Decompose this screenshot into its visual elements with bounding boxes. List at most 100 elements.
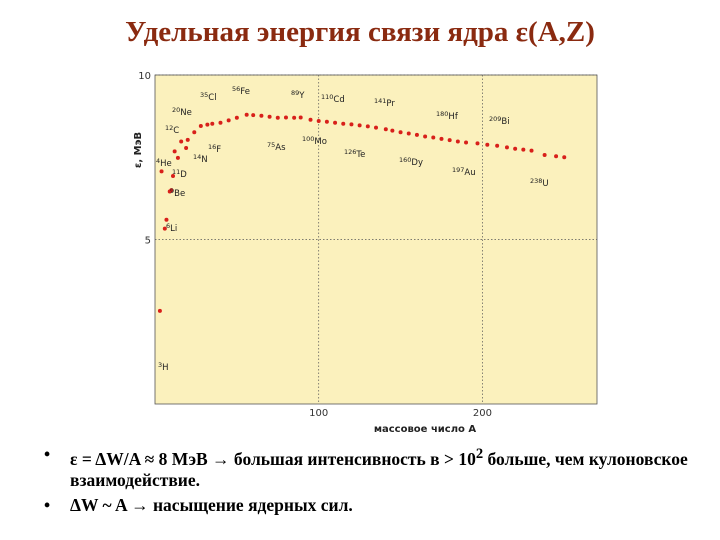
chart: 5 10 100 200 массовое число А ε, МэВ 3H 6Li 9Be 1… <box>133 71 598 435</box>
isotope-label: 20Ne <box>172 106 192 118</box>
isotope-mass: 11 <box>172 168 180 176</box>
x-tick-label: 100 <box>309 408 328 419</box>
isotope-mass: 14 <box>193 153 201 161</box>
data-point <box>159 169 164 174</box>
data-point <box>513 146 518 151</box>
data-point <box>439 136 444 141</box>
isotope-symbol: C <box>173 126 179 136</box>
isotope-symbol: Ne <box>180 108 192 118</box>
data-point <box>414 132 419 137</box>
bullet: ε = ΔW/A ≈ 8 МэВ → большая интенсивность… <box>40 444 700 491</box>
isotope-mass: 141 <box>374 97 386 105</box>
isotope-mass: 197 <box>452 166 464 174</box>
data-point <box>529 148 534 153</box>
bullet-text: больше, чем кулоновское взаимодействие. <box>70 448 688 490</box>
data-point <box>267 114 272 119</box>
data-point <box>218 120 223 125</box>
isotope-mass: 180 <box>436 110 448 118</box>
data-point <box>298 115 303 120</box>
data-point <box>172 149 177 154</box>
isotope-symbol: Au <box>464 168 475 178</box>
isotope-symbol: Be <box>174 189 185 199</box>
isotope-symbol: Cd <box>333 95 344 105</box>
data-point <box>383 127 388 132</box>
data-point <box>184 146 189 151</box>
isotope-symbol: Y <box>298 91 305 101</box>
isotope-mass: 110 <box>321 93 333 101</box>
data-point <box>398 130 403 135</box>
data-point <box>495 143 500 148</box>
isotope-label: 89Y <box>291 89 305 101</box>
isotope-symbol: U <box>542 179 548 189</box>
isotope-symbol: He <box>160 159 172 169</box>
data-point <box>171 174 176 179</box>
data-point <box>562 155 567 160</box>
data-point <box>341 121 346 126</box>
y-tick-label: 10 <box>138 71 151 82</box>
data-point <box>275 115 280 120</box>
slide-title: Удельная энергия связи ядра ε(A,Z) <box>125 16 595 48</box>
isotope-mass: 12 <box>165 124 173 132</box>
bullet-text: ΔW ~ A → насыщение ядерных сил. <box>70 494 353 515</box>
data-point <box>333 120 338 125</box>
data-point <box>234 115 239 120</box>
isotope-mass: 3 <box>158 361 162 369</box>
data-point <box>464 140 469 145</box>
isotope-label: 238U <box>530 177 549 189</box>
isotope-label: 14N <box>193 153 208 165</box>
isotope-mass: 56 <box>232 85 240 93</box>
isotope-symbol: N <box>201 155 207 165</box>
isotope-label: 209Bi <box>489 115 510 127</box>
data-point <box>205 122 210 127</box>
data-point <box>504 145 509 150</box>
data-point <box>316 119 321 124</box>
data-point <box>324 119 329 124</box>
data-point <box>179 139 184 144</box>
data-point <box>349 122 354 127</box>
data-point <box>455 139 460 144</box>
isotope-label: 3H <box>158 361 169 373</box>
isotope-mass: 238 <box>530 177 542 185</box>
isotope-symbol: Dy <box>411 158 423 168</box>
data-point <box>244 112 249 117</box>
data-point <box>423 134 428 139</box>
isotope-label: 141Pr <box>374 97 395 109</box>
isotope-symbol: Mo <box>314 137 327 147</box>
data-point <box>431 135 436 140</box>
isotope-symbol: Li <box>170 224 177 234</box>
isotope-label: 100Mo <box>302 135 327 147</box>
isotope-mass: 89 <box>291 89 299 97</box>
isotope-mass: 16 <box>208 143 216 151</box>
isotope-mass: 9 <box>170 187 174 195</box>
isotope-symbol: Bi <box>501 117 509 127</box>
data-point <box>198 123 203 128</box>
isotope-symbol: Fe <box>240 87 250 97</box>
bullet-list: ε = ΔW/A ≈ 8 МэВ → большая интенсивность… <box>40 444 700 520</box>
data-point <box>169 188 174 193</box>
isotope-mass: 6 <box>166 222 170 230</box>
data-point <box>157 308 162 313</box>
isotope-label: 180Hf <box>436 110 459 122</box>
y-tick-label: 5 <box>145 236 151 247</box>
isotope-symbol: F <box>216 145 221 155</box>
isotope-label: 16F <box>208 143 221 155</box>
data-point <box>447 138 452 143</box>
isotope-label: 12C <box>165 124 179 136</box>
data-point <box>475 141 480 146</box>
data-point <box>259 113 264 118</box>
data-point <box>226 118 231 123</box>
x-tick-label: 200 <box>473 408 492 419</box>
isotope-symbol: Te <box>355 150 365 160</box>
x-axis-label: массовое число А <box>374 424 477 435</box>
bullet-text: ε = ΔW/A ≈ 8 МэВ → большая интенсивность… <box>70 448 476 469</box>
data-point <box>406 131 411 136</box>
data-point <box>357 123 362 128</box>
isotope-label: 6Li <box>166 222 177 234</box>
data-point <box>542 152 547 157</box>
isotope-label: 110Cd <box>321 93 345 105</box>
isotope-label: 9Be <box>170 187 185 199</box>
isotope-label: 56Fe <box>232 85 250 97</box>
isotope-label: 75As <box>267 141 286 153</box>
data-point <box>175 155 180 160</box>
